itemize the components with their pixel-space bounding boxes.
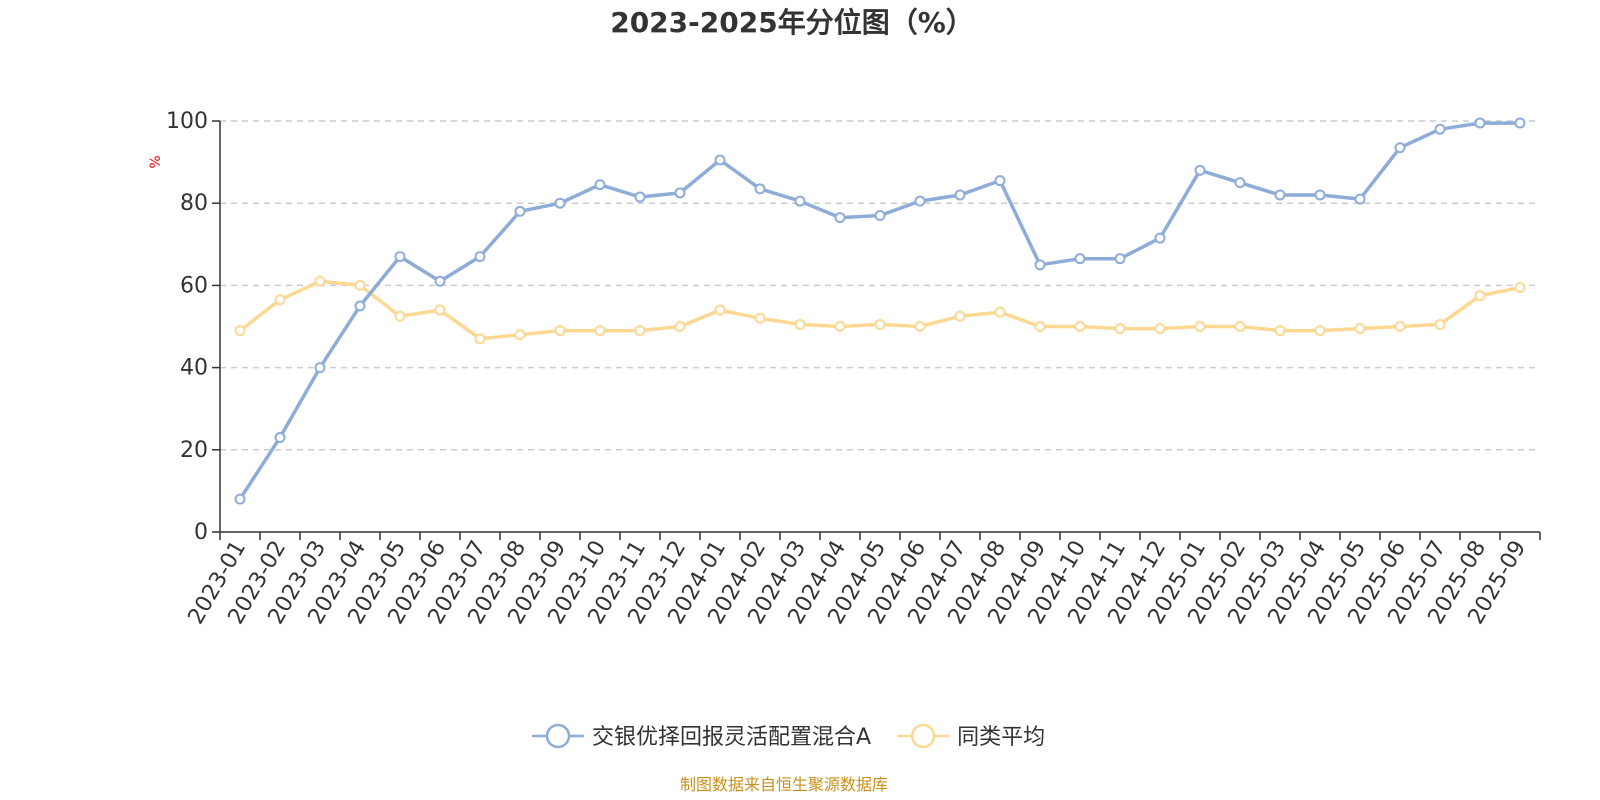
data-point[interactable] (634, 191, 646, 203)
y-tick-labels: 0 20 40 60 80 100 (166, 109, 208, 545)
data-point[interactable] (474, 333, 486, 345)
data-point[interactable] (554, 325, 566, 337)
data-point[interactable] (754, 183, 766, 195)
y-tick-label: 20 (180, 438, 208, 463)
data-point[interactable] (794, 195, 806, 207)
data-point[interactable] (1314, 325, 1326, 337)
series-line (238, 279, 1522, 341)
data-point[interactable] (514, 329, 526, 341)
data-point[interactable] (394, 251, 406, 263)
data-point[interactable] (394, 310, 406, 322)
data-point[interactable] (1394, 142, 1406, 154)
data-point[interactable] (714, 304, 726, 316)
data-point[interactable] (954, 189, 966, 201)
grid-lines (220, 120, 1540, 451)
data-point[interactable] (1074, 321, 1086, 332)
axes (212, 120, 1541, 540)
data-point[interactable] (1154, 323, 1166, 335)
data-point[interactable] (954, 310, 966, 322)
data-point[interactable] (1074, 253, 1086, 265)
y-tick-label: 40 (180, 356, 208, 381)
data-point[interactable] (634, 325, 646, 337)
legend-marker-icon (910, 723, 936, 749)
data-point[interactable] (874, 318, 886, 330)
data-point[interactable] (1354, 193, 1366, 205)
data-point[interactable] (1114, 253, 1126, 265)
data-point[interactable] (234, 493, 246, 505)
data-point[interactable] (1474, 290, 1486, 302)
data-point[interactable] (314, 362, 326, 374)
legend: 交银优择回报灵活配置混合A 同类平均 (532, 723, 1045, 750)
data-point[interactable] (834, 212, 846, 224)
data-point[interactable] (594, 325, 606, 337)
data-point[interactable] (354, 300, 366, 312)
legend-label: 交银优择回报灵活配置混合A (592, 725, 871, 750)
legend-marker-icon (545, 723, 571, 749)
data-point[interactable] (1194, 321, 1206, 332)
data-point[interactable] (554, 197, 566, 209)
data-point[interactable] (1234, 321, 1246, 332)
data-point[interactable] (1314, 189, 1326, 201)
data-point[interactable] (834, 321, 846, 332)
data-point[interactable] (274, 294, 286, 306)
data-point[interactable] (474, 251, 486, 263)
data-point[interactable] (1394, 321, 1406, 332)
data-point[interactable] (754, 312, 766, 324)
data-point[interactable] (1034, 259, 1046, 271)
data-point[interactable] (994, 306, 1006, 318)
data-point[interactable] (274, 431, 286, 443)
data-point[interactable] (674, 187, 686, 199)
legend-item-2[interactable]: 同类平均 (897, 723, 1045, 750)
data-point[interactable] (314, 275, 326, 287)
series-1 (234, 117, 1526, 505)
y-tick-label: 100 (166, 109, 208, 134)
chart-title: 2023-2025年分位图（%） (610, 6, 974, 39)
series-layer (234, 117, 1526, 505)
y-axis-unit-label: % (148, 155, 164, 168)
x-tick-labels: 2023-012023-022023-032023-042023-052023-… (184, 537, 1532, 629)
data-point[interactable] (1274, 189, 1286, 201)
data-source-note: 制图数据来自恒生聚源数据库 (680, 775, 888, 794)
data-point[interactable] (1234, 177, 1246, 189)
data-point[interactable] (1194, 164, 1206, 176)
data-point[interactable] (914, 195, 926, 207)
data-point[interactable] (1514, 117, 1526, 129)
y-tick-label: 0 (194, 520, 208, 545)
legend-item-1[interactable]: 交银优择回报灵活配置混合A (532, 723, 871, 750)
data-point[interactable] (434, 304, 446, 316)
series-2 (234, 275, 1526, 345)
data-point[interactable] (794, 318, 806, 330)
y-tick-label: 60 (180, 273, 208, 298)
data-point[interactable] (1154, 232, 1166, 244)
data-point[interactable] (354, 279, 366, 291)
data-point[interactable] (1434, 123, 1446, 135)
data-point[interactable] (874, 210, 886, 222)
y-tick-label: 80 (180, 191, 208, 216)
data-point[interactable] (674, 321, 686, 332)
data-point[interactable] (994, 175, 1006, 187)
data-point[interactable] (1474, 117, 1486, 129)
data-point[interactable] (1434, 318, 1446, 330)
legend-label: 同类平均 (957, 725, 1045, 750)
data-point[interactable] (1354, 323, 1366, 335)
data-point[interactable] (234, 325, 246, 337)
data-point[interactable] (594, 179, 606, 191)
data-point[interactable] (514, 205, 526, 217)
data-point[interactable] (434, 275, 446, 287)
data-point[interactable] (1274, 325, 1286, 337)
data-point[interactable] (914, 321, 926, 332)
data-point[interactable] (714, 154, 726, 166)
data-point[interactable] (1114, 323, 1126, 335)
data-point[interactable] (1514, 281, 1526, 293)
data-point[interactable] (1034, 321, 1046, 332)
